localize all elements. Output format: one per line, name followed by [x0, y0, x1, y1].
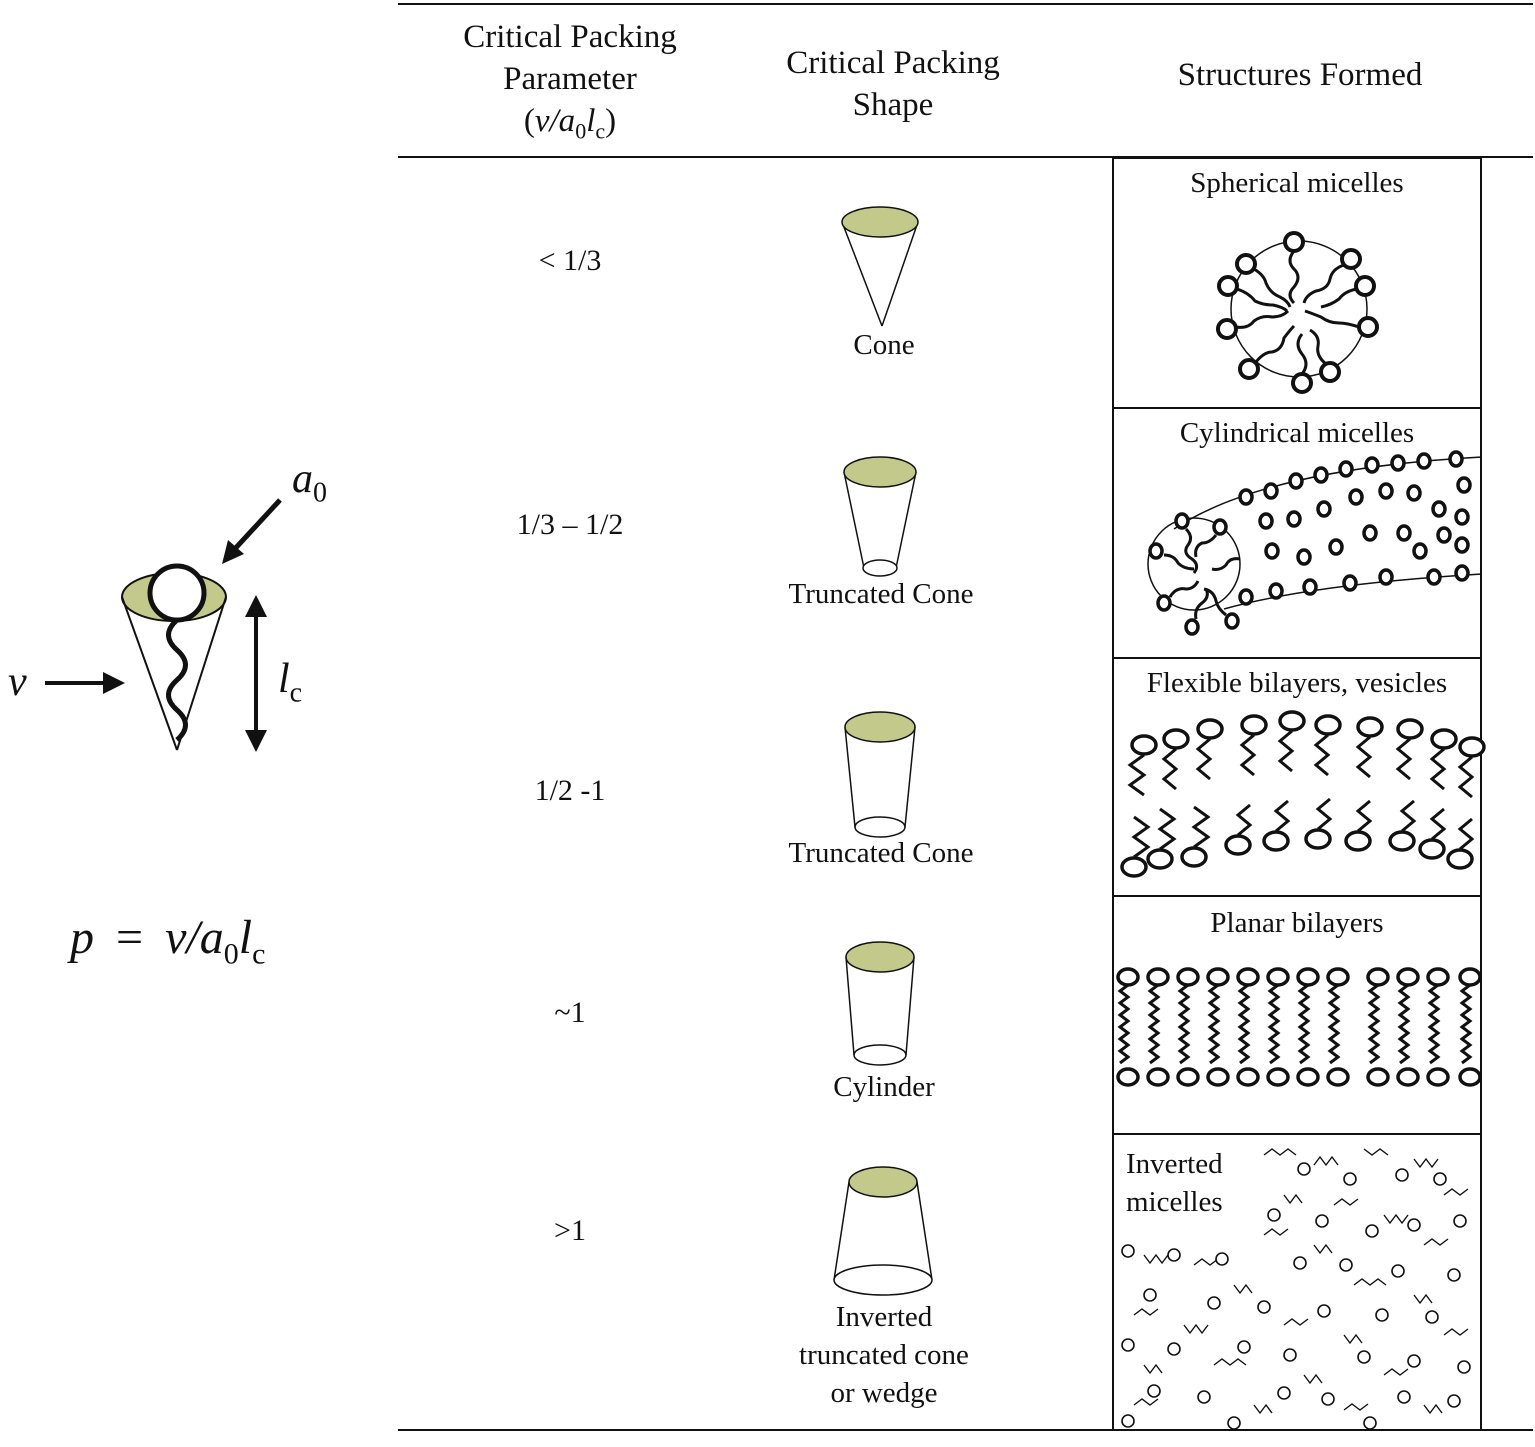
- header-v-a: v/a: [534, 103, 576, 139]
- shape-label-row-4: Cylinder: [833, 1071, 935, 1103]
- formula-p: p: [70, 911, 94, 964]
- header-paren-open: (: [523, 103, 535, 139]
- formula-sub-0: 0: [223, 937, 239, 971]
- header-parameter-line1: Critical Packing: [463, 19, 677, 55]
- param-row-2: 1/3 – 1/2: [516, 508, 624, 541]
- structure-title-inverted-line2: micelles: [1126, 1186, 1223, 1218]
- packing-formula: p = v/a0lc: [70, 910, 265, 972]
- structure-title-spherical: Spherical micelles: [1190, 167, 1404, 199]
- param-row-3: 1/2 -1: [534, 774, 606, 807]
- param-row-5: >1: [554, 1214, 586, 1247]
- shape-label-row-2: Truncated Cone: [788, 578, 974, 610]
- table-top-rule: [398, 3, 1533, 5]
- header-parameter: Critical Packing Parameter (v/a0lc): [420, 16, 720, 153]
- header-structures: Structures Formed: [1120, 54, 1480, 96]
- lc-label: lc: [278, 655, 302, 709]
- structure-cell-inverted-micelles: Inverted micelles: [1112, 1133, 1482, 1431]
- structure-cell-cylindrical: Cylindrical micelles: [1112, 407, 1483, 659]
- shape-label-row-5-line1: Inverted: [835, 1301, 933, 1333]
- structure-title-inverted-line1: Inverted: [1126, 1148, 1223, 1180]
- header-shape-line1: Critical Packing: [786, 45, 1000, 81]
- v-label: v: [8, 658, 27, 706]
- structure-title-planar-bilayers: Planar bilayers: [1210, 907, 1384, 939]
- flexible-bilayer-drawing: [1120, 710, 1486, 878]
- formula-sub-c: c: [252, 937, 266, 971]
- shape-cone: [841, 206, 919, 327]
- table-bottom-rule: [398, 1429, 1533, 1431]
- header-shape: Critical Packing Shape: [743, 42, 1043, 126]
- structure-cell-spherical: Spherical micelles: [1112, 157, 1482, 409]
- shape-label-row-5-line2: truncated cone: [799, 1339, 969, 1371]
- param-row-4: ~1: [554, 996, 586, 1029]
- header-sub-c: c: [595, 118, 606, 144]
- header-parameter-line2: Parameter: [503, 61, 637, 97]
- spherical-micelle-drawing: [1216, 231, 1379, 394]
- structure-title-inverted-micelles: Inverted micelles: [1122, 1145, 1227, 1221]
- header-l: l: [586, 103, 596, 139]
- header-shape-line2: Shape: [852, 87, 934, 123]
- lc-letter: l: [278, 656, 290, 702]
- header-paren-close: ): [605, 103, 617, 139]
- a0-subscript: 0: [313, 477, 327, 509]
- table-header-rule: [398, 156, 1533, 158]
- structure-title-flexible-bilayers: Flexible bilayers, vesicles: [1146, 667, 1448, 699]
- planar-bilayer-drawing: [1116, 967, 1482, 1087]
- a0-letter: a: [292, 456, 313, 502]
- shape-label-row-3: Truncated Cone: [788, 837, 974, 869]
- formula-v-a: v/a: [165, 911, 224, 964]
- inverted-micelle-drawing: [1121, 1148, 1471, 1430]
- shape-label-row-1: Cone: [853, 329, 915, 361]
- lc-subscript: c: [289, 677, 303, 709]
- shape-label-row-5-line3: or wedge: [830, 1377, 938, 1409]
- structure-cell-planar-bilayers: Planar bilayers: [1112, 895, 1482, 1135]
- header-parameter-line3: (v/a0lc): [420, 100, 720, 153]
- structure-cell-flexible-bilayers: Flexible bilayers, vesicles: [1112, 657, 1486, 897]
- structure-title-cylindrical: Cylindrical micelles: [1179, 417, 1415, 449]
- header-structures-text: Structures Formed: [1177, 57, 1423, 93]
- cylindrical-micelle-drawing: [1147, 450, 1483, 636]
- param-row-1: < 1/3: [538, 244, 602, 277]
- shape-label-row-5: Inverted truncated cone or wedge: [724, 1298, 1044, 1412]
- a0-label: a0: [292, 455, 327, 509]
- shape-cylinder: [845, 941, 915, 1066]
- molecule-cone-diagram: [45, 498, 282, 752]
- header-sub-0: 0: [575, 118, 587, 144]
- formula-equals: =: [116, 911, 144, 964]
- formula-l: l: [238, 911, 253, 964]
- shape-truncated-cone-2: [844, 711, 916, 838]
- v-letter: v: [8, 659, 27, 705]
- shape-truncated-cone-1: [843, 456, 917, 577]
- shape-inverted-truncated-cone: [833, 1166, 933, 1296]
